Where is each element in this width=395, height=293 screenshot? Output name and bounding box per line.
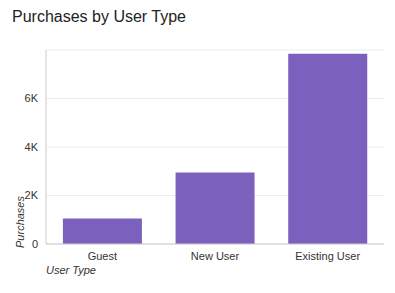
- svg-text:New User: New User: [191, 250, 240, 262]
- svg-text:Existing User: Existing User: [295, 250, 360, 262]
- html-text:Purchases by User Type: Purchases by User Type: [12, 8, 186, 25]
- html-text:Purchases: Purchases: [14, 196, 26, 248]
- svg-text:6K: 6K: [25, 92, 39, 104]
- html-text:User Type: User Type: [46, 264, 96, 276]
- svg-text:0: 0: [32, 238, 38, 250]
- svg-text:4K: 4K: [25, 141, 39, 153]
- svg-text:Guest: Guest: [88, 250, 117, 262]
- svg-text:2K: 2K: [25, 189, 39, 201]
